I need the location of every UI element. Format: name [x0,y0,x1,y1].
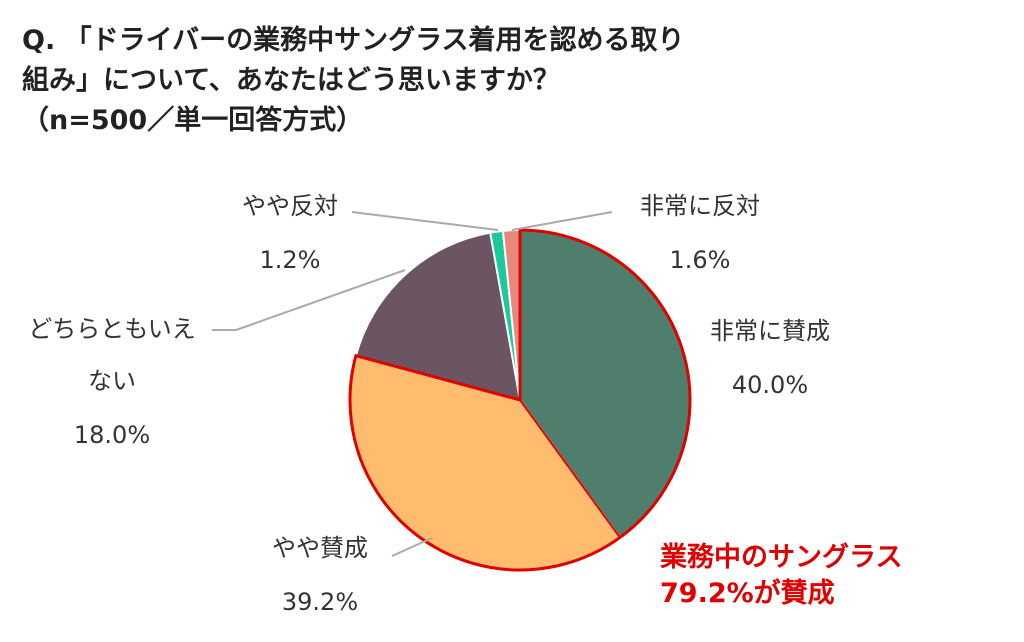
chart-title: Q. 「ドライバーの業務中サングラス着用を認める取り [22,25,685,56]
leader-line [212,269,406,331]
slice-label: 非常に賛成 [710,317,830,345]
highlight-outline [348,228,692,572]
slice-label: やや反対 [242,192,338,220]
annotation: 79.2%が賛成 [660,578,835,609]
value-label: 1.6% [669,246,731,274]
annotation: 業務中のサングラス [660,542,903,573]
slice-label: どちらともいえない [28,315,196,395]
highlight-divider [519,399,621,539]
value-label: 40.0% [731,371,809,399]
slice-label: 非常に反対 [640,192,760,220]
chart-title: （n=500／単一回答方式） [22,105,364,136]
value-label: 39.2% [281,588,359,616]
leader-line [351,211,499,231]
pie-slice [354,231,522,402]
chart-title: 組み」について、あなたはどう思いますか？ [22,65,560,96]
leader-line [511,211,613,231]
slice-label: やや賛成 [272,534,368,562]
leader-line [391,537,433,557]
value-label: 18.0% [73,421,151,449]
value-label: 1.2% [259,246,321,274]
